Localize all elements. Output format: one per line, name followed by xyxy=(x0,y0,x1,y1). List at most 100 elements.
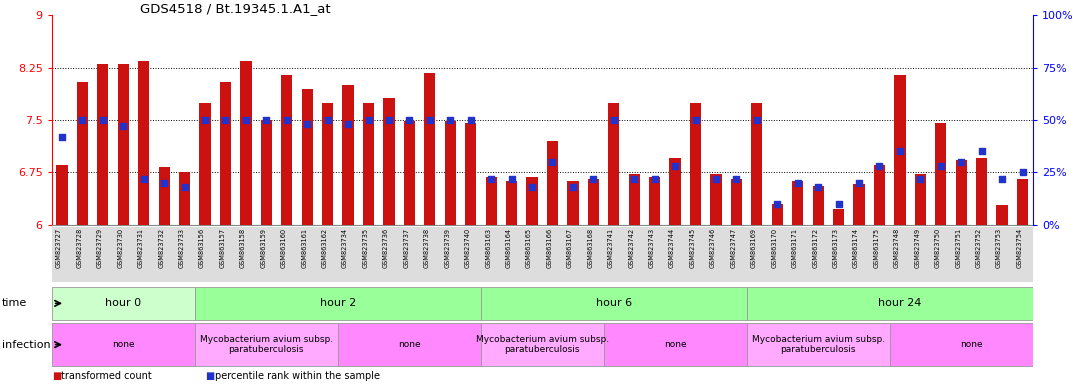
Bar xyxy=(747,323,889,366)
Text: GSM823735: GSM823735 xyxy=(362,228,369,268)
Text: GSM823746: GSM823746 xyxy=(710,228,716,268)
Point xyxy=(973,148,991,154)
Bar xyxy=(996,205,1008,225)
Bar xyxy=(813,186,824,225)
Bar xyxy=(895,74,906,225)
Bar xyxy=(465,124,476,225)
Point xyxy=(912,175,929,182)
Text: GSM863158: GSM863158 xyxy=(240,228,246,268)
Text: infection: infection xyxy=(2,339,51,350)
Text: GSM823727: GSM823727 xyxy=(56,228,61,268)
Bar xyxy=(889,323,1053,366)
Point xyxy=(503,175,521,182)
Point xyxy=(830,201,847,207)
Text: GSM823728: GSM823728 xyxy=(77,228,82,268)
Text: GSM823750: GSM823750 xyxy=(935,228,941,268)
Text: GSM863173: GSM863173 xyxy=(832,228,839,268)
Point xyxy=(114,123,132,129)
Text: GSM823742: GSM823742 xyxy=(628,228,634,268)
Point xyxy=(625,175,642,182)
Point xyxy=(748,117,765,123)
Bar xyxy=(751,103,762,225)
Point xyxy=(237,117,254,123)
Bar xyxy=(710,174,721,225)
Point xyxy=(564,184,581,190)
Text: GSM863167: GSM863167 xyxy=(567,228,572,268)
Text: GSM863168: GSM863168 xyxy=(588,228,593,268)
Text: GSM863174: GSM863174 xyxy=(853,228,859,268)
Point xyxy=(769,201,786,207)
Text: GSM823740: GSM823740 xyxy=(465,228,471,268)
Point xyxy=(584,175,602,182)
Point xyxy=(707,175,724,182)
Text: GSM823752: GSM823752 xyxy=(976,228,982,268)
Text: GSM863159: GSM863159 xyxy=(260,228,266,268)
Text: GSM863166: GSM863166 xyxy=(547,228,552,268)
Bar xyxy=(792,181,803,225)
Bar xyxy=(485,177,497,225)
Text: GSM863161: GSM863161 xyxy=(301,228,307,268)
Point xyxy=(483,175,500,182)
Bar xyxy=(588,179,599,225)
Text: none: none xyxy=(664,340,687,349)
Bar xyxy=(343,85,354,225)
Point xyxy=(442,117,459,123)
Text: GSM823745: GSM823745 xyxy=(690,228,695,268)
Point xyxy=(994,175,1011,182)
Point xyxy=(462,117,480,123)
Text: time: time xyxy=(2,298,27,308)
Text: GSM863162: GSM863162 xyxy=(321,228,328,268)
Point xyxy=(217,117,234,123)
Point xyxy=(299,121,316,127)
Point xyxy=(605,117,622,123)
Text: GSM823732: GSM823732 xyxy=(158,228,164,268)
Bar xyxy=(444,121,456,225)
Point xyxy=(258,117,275,123)
Bar xyxy=(363,103,374,225)
Point xyxy=(871,163,888,169)
Text: GSM823744: GSM823744 xyxy=(669,228,675,268)
Bar xyxy=(425,73,436,225)
Text: GSM823741: GSM823741 xyxy=(608,228,613,268)
Point xyxy=(789,180,806,186)
Point xyxy=(421,117,439,123)
Bar xyxy=(833,209,844,225)
Point xyxy=(73,117,91,123)
Text: GSM823731: GSM823731 xyxy=(138,228,143,268)
Bar xyxy=(526,177,538,225)
Text: GSM863156: GSM863156 xyxy=(199,228,205,268)
Point xyxy=(892,148,909,154)
Text: GSM863169: GSM863169 xyxy=(750,228,757,268)
Text: GSM823736: GSM823736 xyxy=(383,228,389,268)
Text: GSM863171: GSM863171 xyxy=(791,228,798,268)
Point xyxy=(666,163,683,169)
Bar xyxy=(195,287,481,320)
Text: GSM823739: GSM823739 xyxy=(444,228,451,268)
Bar xyxy=(261,120,272,225)
Bar xyxy=(118,64,129,225)
Bar xyxy=(976,158,987,225)
Bar xyxy=(628,174,640,225)
Point xyxy=(1014,169,1032,175)
Bar xyxy=(955,161,967,225)
Point xyxy=(319,117,336,123)
Point xyxy=(53,134,70,140)
Text: GSM863164: GSM863164 xyxy=(506,228,512,268)
Bar xyxy=(77,82,88,225)
Bar xyxy=(52,287,195,320)
Point xyxy=(135,175,152,182)
Point xyxy=(543,159,561,165)
Bar xyxy=(567,181,579,225)
Text: GSM863163: GSM863163 xyxy=(485,228,492,268)
Text: GSM863165: GSM863165 xyxy=(526,228,533,268)
Text: hour 6: hour 6 xyxy=(596,298,632,308)
Point xyxy=(646,175,663,182)
Text: ■: ■ xyxy=(52,371,61,381)
Text: GSM823734: GSM823734 xyxy=(342,228,348,268)
Bar xyxy=(854,184,865,225)
Bar xyxy=(690,103,701,225)
Text: percentile rank within the sample: percentile rank within the sample xyxy=(215,371,379,381)
Text: ■: ■ xyxy=(205,371,215,381)
Point xyxy=(196,117,213,123)
Bar xyxy=(52,323,195,366)
